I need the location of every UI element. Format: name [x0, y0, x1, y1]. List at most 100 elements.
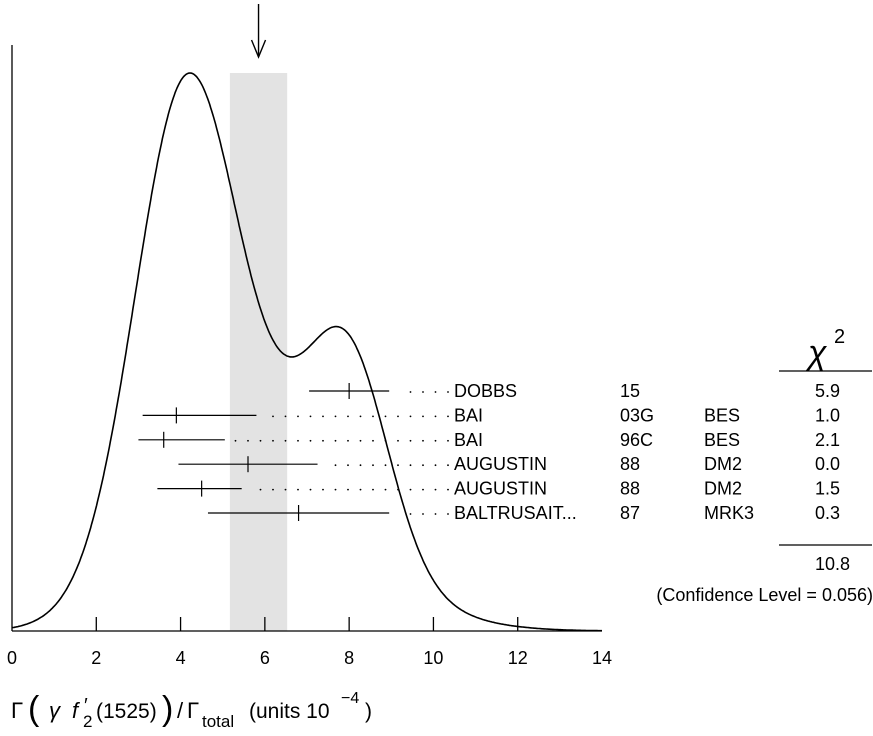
- leader-dot: [384, 439, 387, 442]
- author-label: BALTRUSAIT...: [454, 503, 577, 523]
- xlabel-gamma-total: Γ: [187, 698, 199, 723]
- leader-dot: [334, 415, 337, 418]
- chi2-total: 10.8: [815, 554, 850, 574]
- leader-dot: [372, 415, 374, 418]
- leader-dot: [322, 415, 324, 418]
- leader-dot: [247, 439, 249, 442]
- leader-dot: [359, 488, 362, 491]
- leader-dot: [272, 415, 274, 418]
- xlabel-photon: γ: [49, 698, 62, 723]
- author-label: DOBBS: [454, 381, 517, 401]
- leader-dot: [359, 415, 362, 418]
- xlabel-slash: /: [177, 698, 184, 723]
- chi2-header: χ: [805, 334, 828, 372]
- leader-dot: [284, 439, 287, 442]
- leader-dot: [409, 513, 412, 515]
- leader-dot: [409, 488, 412, 491]
- xlabel-close-paren: ): [162, 690, 173, 728]
- author-label: BAI: [454, 430, 483, 450]
- leader-dot: [334, 464, 337, 467]
- leader-dot: [422, 513, 424, 515]
- leader-dot: [297, 488, 299, 491]
- leader-dot: [347, 439, 349, 442]
- chi2-value: 2.1: [815, 430, 840, 450]
- measurement-row: BALTRUSAIT... 87 MRK3 0.3: [207, 503, 840, 523]
- x-axis-ticks: 0 2 4 6 8 10 12 14: [7, 617, 612, 668]
- leader-dot: [447, 391, 449, 393]
- chi2-value: 5.9: [815, 381, 840, 401]
- leader-dot: [434, 415, 437, 418]
- chi2-value: 1.0: [815, 405, 840, 425]
- confidence-level: (Confidence Level = 0.056): [656, 585, 873, 605]
- xlabel-subscript: 2: [83, 712, 92, 731]
- leader-dot: [384, 415, 387, 418]
- ideogram-curve: [11, 72, 602, 632]
- leader-dot: [409, 464, 412, 467]
- leader-dot: [322, 439, 324, 442]
- x-axis-label: Γ ( γ f ′ 2 (1525) ) / Γ total (units 10…: [11, 690, 372, 731]
- technique-label: DM2: [704, 454, 742, 474]
- xlabel-total-subscript: total: [202, 712, 234, 731]
- xlabel-units: (units 10: [249, 700, 330, 723]
- year-label: 88: [620, 479, 640, 499]
- leader-dot: [259, 439, 262, 442]
- leader-dot: [422, 488, 424, 491]
- leader-dot: [359, 439, 362, 442]
- leader-dot: [347, 415, 349, 418]
- leader-dot: [397, 439, 399, 442]
- weighted-average-arrow: [250, 4, 267, 59]
- measurement-row: BAI 03G BES 1.0: [142, 405, 840, 425]
- leader-dot: [384, 488, 387, 491]
- xlabel-mass: (1525): [96, 700, 157, 723]
- leader-dot: [422, 464, 424, 467]
- leader-dot: [272, 488, 274, 491]
- technique-label: MRK3: [704, 503, 754, 523]
- leader-dot: [434, 464, 437, 467]
- leader-dot: [447, 464, 449, 467]
- leader-dot: [384, 464, 387, 467]
- year-label: 96C: [620, 430, 653, 450]
- leader-dot: [372, 439, 374, 442]
- leader-dot: [397, 488, 399, 491]
- leader-dot: [372, 464, 374, 467]
- xlabel-gamma: Γ: [11, 698, 23, 723]
- leader-dot: [234, 439, 237, 442]
- year-label: 15: [620, 381, 640, 401]
- leader-dot: [397, 464, 399, 467]
- leader-dot: [297, 439, 299, 442]
- chi2-header-exponent: 2: [834, 326, 845, 348]
- leader-dot: [447, 513, 449, 515]
- leader-dot: [434, 513, 437, 515]
- leader-dot: [297, 415, 299, 418]
- leader-dot: [434, 488, 437, 491]
- leader-dot: [284, 488, 287, 491]
- leader-dot: [347, 464, 349, 467]
- xlabel-particle: f: [72, 698, 81, 723]
- leader-dot: [322, 488, 324, 491]
- average-band: [229, 73, 288, 631]
- chi2-value: 0.0: [815, 454, 840, 474]
- chi2-value: 0.3: [815, 503, 840, 523]
- leader-dot: [422, 415, 424, 418]
- measurement-row: DOBBS 15 5.9: [309, 381, 840, 401]
- x-tick-label: 4: [176, 648, 186, 668]
- leader-dot: [447, 415, 449, 418]
- x-tick-label: 0: [7, 648, 17, 668]
- leader-dot: [284, 415, 287, 418]
- arrow-head: [250, 39, 267, 59]
- xlabel-units-close: ): [365, 700, 372, 723]
- x-tick-label: 12: [508, 648, 528, 668]
- x-tick-label: 6: [260, 648, 270, 668]
- leader-dot: [309, 488, 312, 491]
- leader-dot: [334, 439, 337, 442]
- leader-dot: [409, 391, 412, 393]
- xlabel-open-paren: (: [28, 690, 40, 728]
- leader-dot: [272, 439, 274, 442]
- leader-dot: [397, 415, 399, 418]
- leader-dot: [347, 488, 349, 491]
- year-label: 87: [620, 503, 640, 523]
- measurement-row: AUGUSTIN 88 DM2 1.5: [157, 479, 840, 499]
- year-label: 03G: [620, 405, 654, 425]
- x-tick-label: 8: [344, 648, 354, 668]
- x-tick-label: 2: [91, 648, 101, 668]
